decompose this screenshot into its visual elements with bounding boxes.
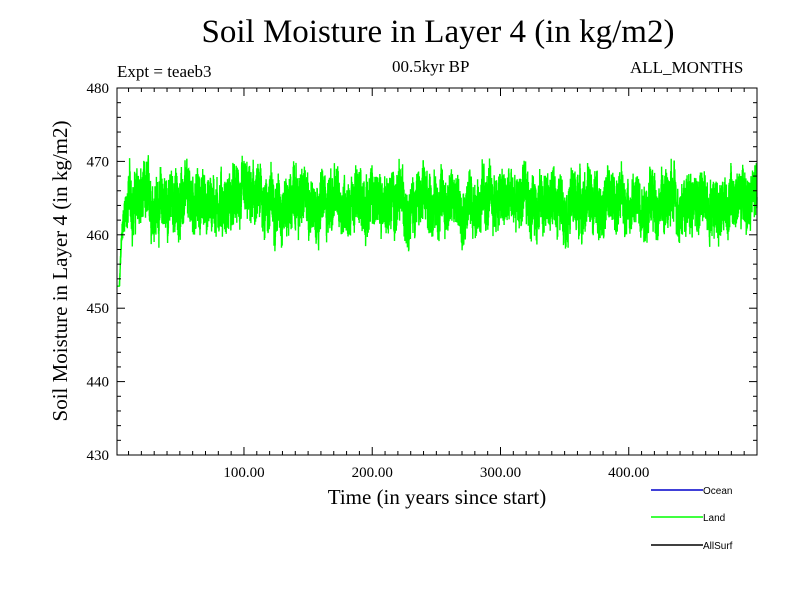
legend-label-ocean: Ocean — [703, 486, 732, 497]
x-axis-title: Time (in years since start) — [328, 485, 547, 509]
period-label: 00.5kyr BP — [392, 57, 470, 76]
y-axis-title: Soil Moisture in Layer 4 (in kg/m2) — [48, 121, 72, 422]
x-tick-label: 200.00 — [352, 465, 393, 481]
x-tick-label: 100.00 — [223, 465, 264, 481]
months-label: ALL_MONTHS — [630, 58, 744, 77]
y-tick-label: 460 — [87, 228, 110, 244]
y-tick-label: 440 — [87, 375, 110, 391]
y-tick-label: 430 — [87, 448, 110, 464]
chart-title: Soil Moisture in Layer 4 (in kg/m2) — [201, 14, 675, 50]
x-tick-label: 400.00 — [608, 465, 649, 481]
land-series-line — [117, 155, 758, 287]
legend: Ocean Land AllSurf — [651, 486, 733, 552]
y-tick-label: 480 — [87, 81, 110, 97]
experiment-label: Expt = teaeb3 — [117, 62, 212, 81]
legend-label-land: Land — [703, 513, 725, 524]
x-tick-label: 300.00 — [480, 465, 521, 481]
y-tick-label: 470 — [87, 154, 110, 170]
plot-area — [117, 155, 758, 287]
y-tick-label: 450 — [87, 301, 110, 317]
axes: 100.00 200.00 300.00 400.00 430 440 450 460 470 4… — [48, 81, 758, 509]
plot-frame — [116, 87, 758, 456]
legend-label-allsurf: AllSurf — [703, 541, 733, 552]
